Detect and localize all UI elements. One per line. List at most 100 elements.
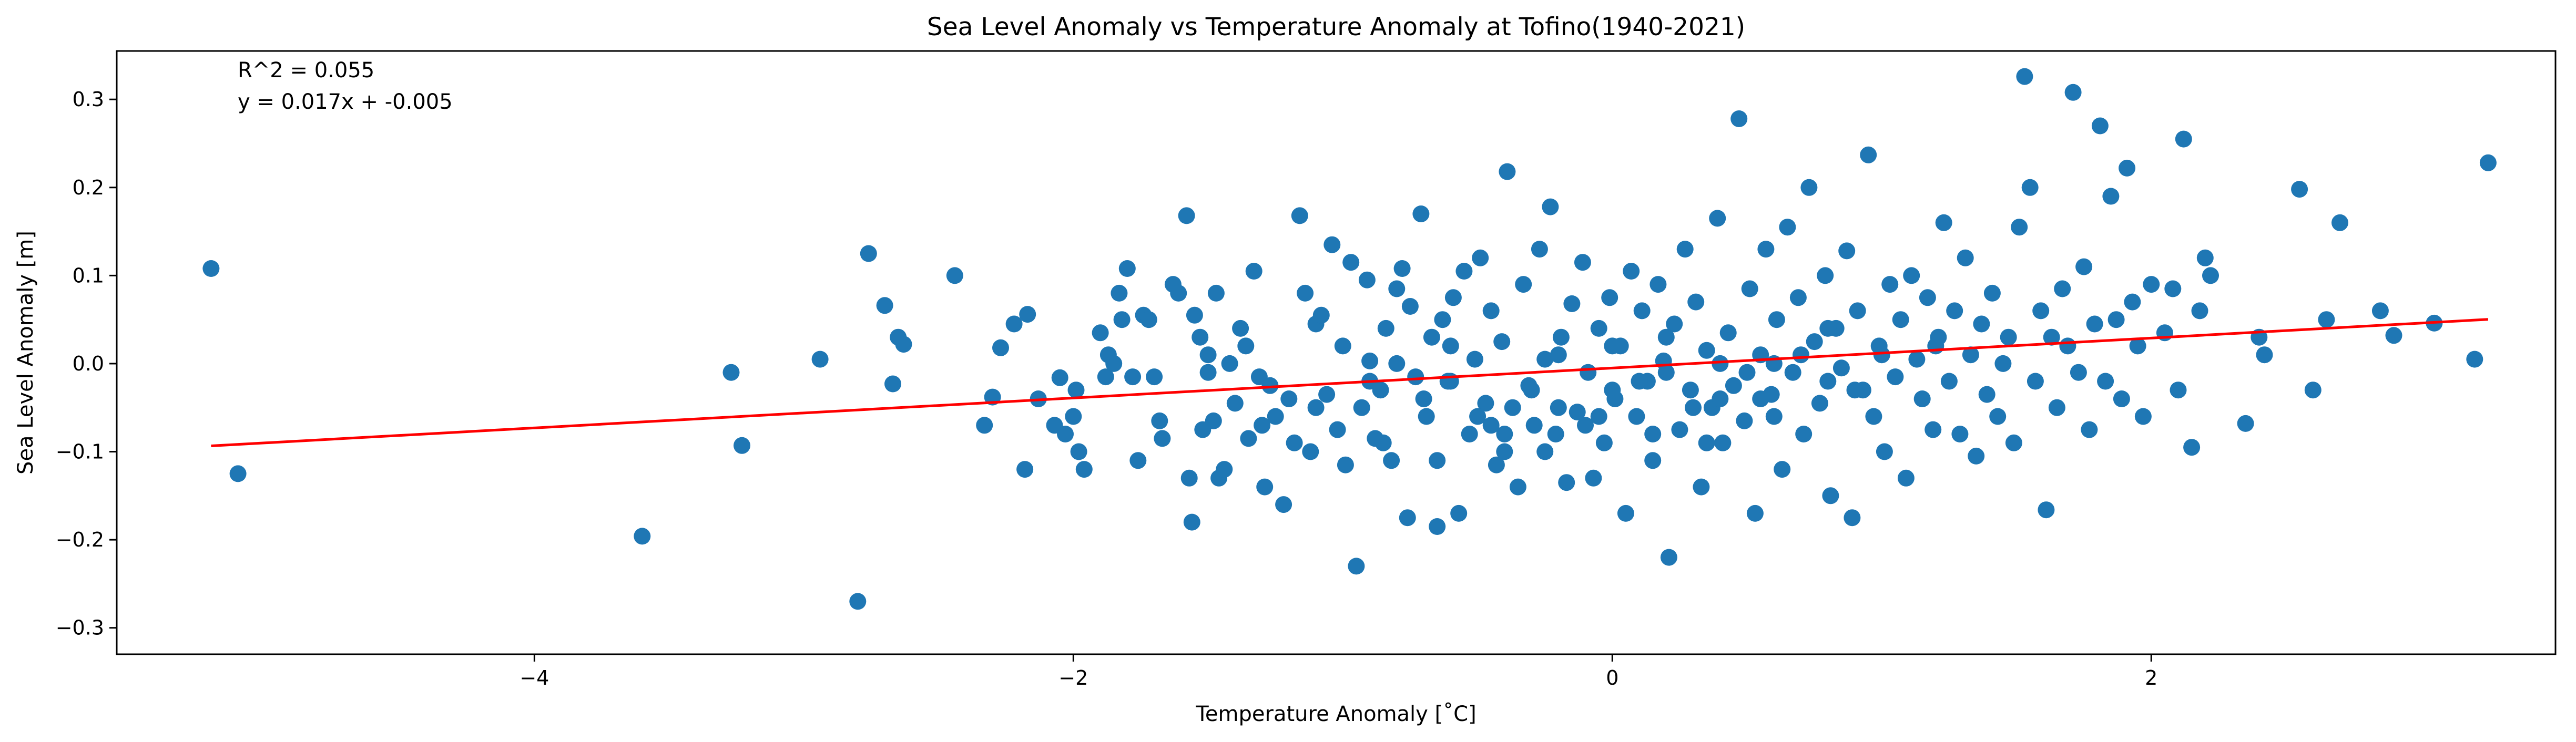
data-point-17 [1016,461,1034,478]
data-point-235 [2237,415,2254,432]
data-point-46 [1186,306,1203,324]
data-point-281 [1482,417,1500,434]
x-tick-label: −2 [1058,666,1088,689]
data-point-191 [1951,426,1969,442]
data-point-143 [1693,478,1710,496]
data-point-174 [1860,146,1877,163]
data-point-182 [1903,267,1920,284]
data-point-223 [2124,293,2141,311]
data-point-1 [229,465,247,482]
data-point-105 [1488,456,1505,473]
data-point-68 [1297,284,1314,302]
data-point-102 [1472,249,1489,266]
data-point-146 [1709,210,1726,227]
data-point-79 [1353,399,1370,416]
data-point-162 [1795,426,1813,442]
data-point-239 [2304,382,2322,399]
data-point-245 [2466,351,2483,368]
data-point-130 [1623,263,1640,280]
data-point-261 [1738,364,1756,381]
data-point-18 [1019,306,1036,323]
data-point-251 [1657,364,1675,381]
data-point-267 [1388,355,1406,372]
data-point-208 [2043,328,2060,346]
data-point-124 [1590,320,1607,337]
data-point-140 [1676,241,1694,258]
data-point-262 [1793,346,1809,364]
data-point-8 [876,297,893,314]
data-point-65 [1280,390,1298,407]
data-point-90 [1407,368,1424,386]
data-point-157 [1768,311,1785,328]
data-point-200 [2000,328,2017,346]
data-point-78 [1348,558,1365,575]
data-point-179 [1887,368,1904,386]
data-point-286 [1752,390,1769,407]
y-tick-label: 0.2 [73,176,104,199]
data-point-49 [1199,346,1217,364]
x-tick-label: −4 [520,666,549,689]
data-point-135 [1650,276,1667,293]
data-point-238 [2291,181,2308,198]
data-point-249 [1550,399,1567,416]
data-point-22 [1057,426,1074,442]
data-point-188 [1935,214,1952,231]
data-point-216 [2086,315,2103,333]
data-point-5 [811,351,829,368]
data-point-256 [1469,408,1486,425]
data-point-120 [1569,404,1586,421]
data-point-110 [1515,276,1532,293]
data-point-35 [1129,452,1147,469]
data-point-33 [1118,260,1136,277]
data-point-74 [1329,421,1346,438]
data-point-222 [2119,159,2136,177]
data-point-189 [1940,373,1958,390]
data-point-241 [2331,214,2348,231]
data-point-69 [1302,443,1319,460]
data-point-147 [1714,434,1732,451]
data-point-233 [2196,249,2214,266]
data-point-27 [1092,324,1109,342]
data-point-31 [1111,284,1128,302]
data-point-193 [1962,346,1979,364]
data-point-219 [2102,188,2120,205]
data-point-16 [1005,315,1023,333]
data-point-24 [1067,382,1085,399]
data-point-169 [1832,359,1850,377]
data-point-126 [1601,289,1618,306]
data-point-53 [1216,461,1233,478]
data-point-51 [1207,284,1225,302]
data-point-123 [1585,469,1602,487]
data-point-39 [1151,412,1168,429]
data-point-98 [1450,504,1468,522]
data-point-220 [2107,311,2125,328]
data-point-75 [1334,337,1351,355]
data-point-283 [1590,408,1607,425]
data-point-114 [1536,351,1554,368]
data-point-205 [2027,373,2044,390]
data-point-252 [1712,390,1729,407]
y-tick-label: 0.3 [73,88,104,111]
data-point-109 [1509,478,1526,496]
data-point-255 [1873,346,1890,364]
data-point-23 [1065,408,1082,425]
data-point-270 [1550,346,1567,364]
data-point-57 [1237,337,1255,355]
regression-layer [211,318,2489,447]
data-point-6 [849,593,867,610]
data-point-264 [1415,390,1432,407]
data-point-180 [1892,311,1909,328]
data-point-11 [895,336,912,353]
data-point-254 [1819,373,1837,390]
data-point-89 [1401,298,1419,315]
data-point-25 [1070,443,1087,460]
data-point-122 [1580,364,1597,381]
data-point-73 [1323,236,1341,253]
y-tick-label: −0.3 [56,616,104,640]
data-point-66 [1286,434,1303,451]
data-point-186 [1925,421,1942,438]
data-point-215 [2081,421,2098,438]
data-point-117 [1552,328,1570,346]
y-tick-label: −0.1 [56,440,104,463]
